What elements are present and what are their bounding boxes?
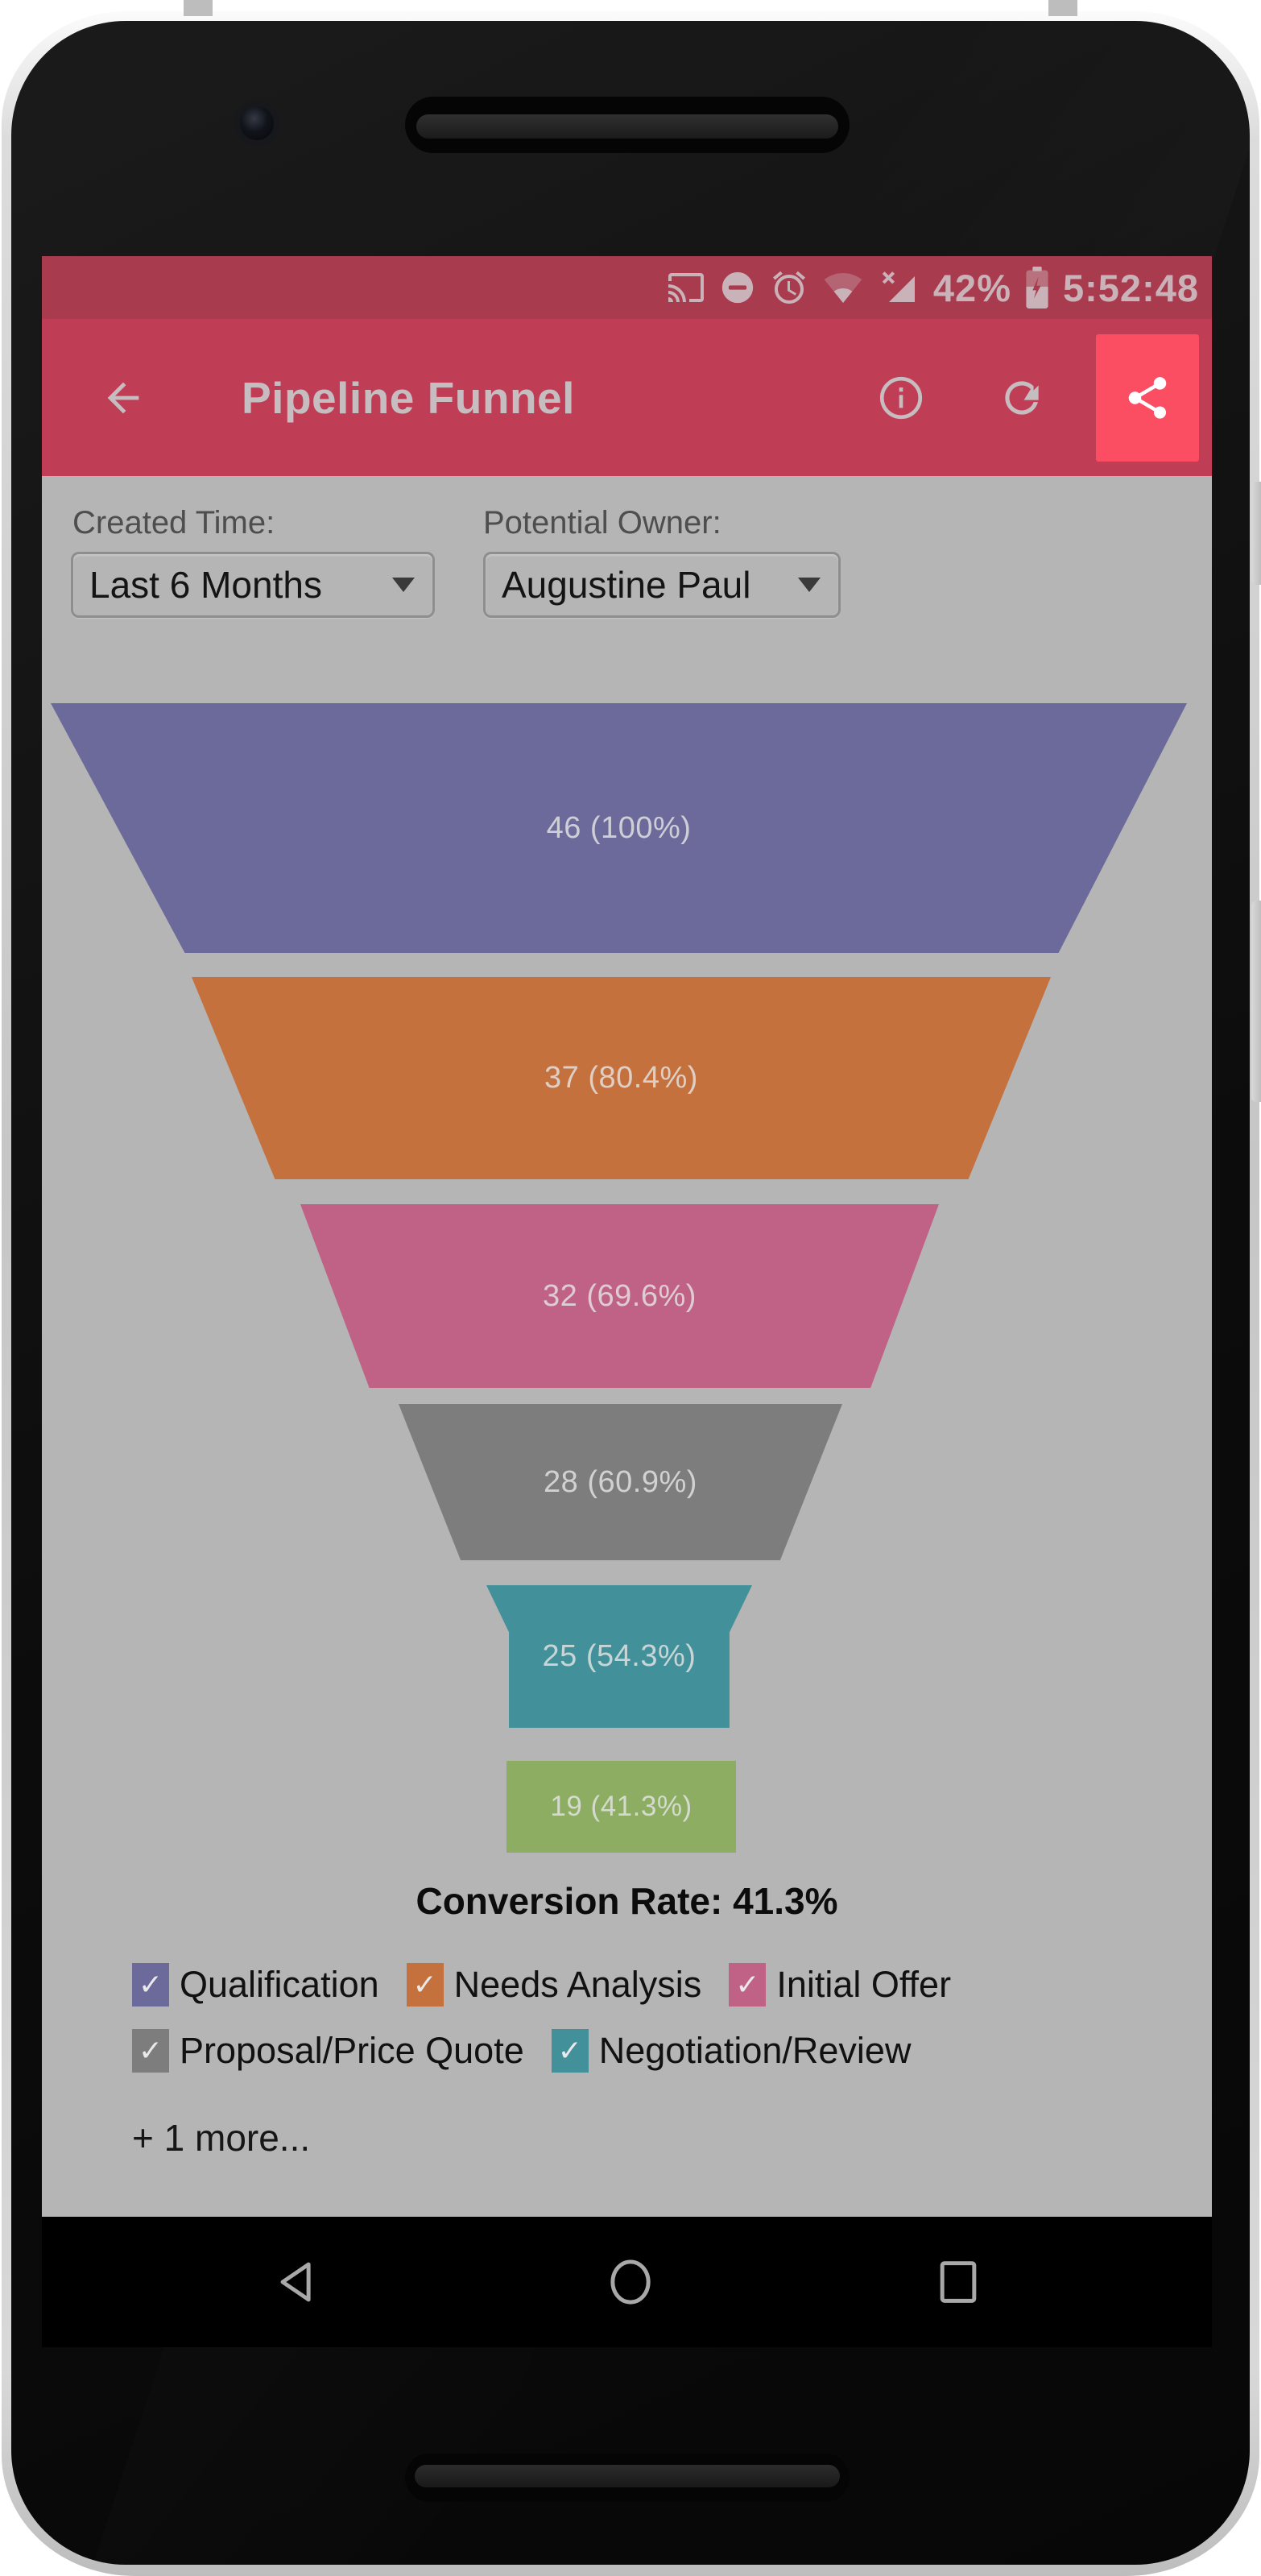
funnel-stage[interactable]: 46 (100%) — [51, 703, 1187, 953]
legend-more-link[interactable]: + 1 more... — [132, 2117, 311, 2159]
alarm-icon — [770, 268, 808, 307]
power-button — [1251, 901, 1261, 1102]
conversion-rate-text: Conversion Rate: 41.3% — [416, 1880, 838, 1922]
do-not-disturb-icon — [719, 269, 756, 306]
funnel-stage-label: 32 (69.6%) — [543, 1278, 697, 1313]
antenna-line — [184, 0, 213, 16]
clock-text: 5:52:48 — [1063, 266, 1199, 309]
funnel-stage-label: 46 (100%) — [546, 810, 692, 845]
funnel-stage[interactable]: 28 (60.9%) — [399, 1404, 842, 1560]
potential-owner-dropdown[interactable]: Augustine Paul — [483, 552, 841, 618]
legend-checkbox[interactable]: ✓ — [551, 2029, 589, 2073]
potential-owner-label: Potential Owner: — [483, 505, 721, 540]
info-icon[interactable] — [875, 373, 927, 423]
chevron-down-icon — [798, 578, 821, 592]
back-nav-icon[interactable] — [270, 2254, 326, 2310]
legend-label: Negotiation/Review — [598, 2030, 912, 2071]
home-nav-icon[interactable] — [602, 2254, 659, 2310]
legend-item[interactable]: ✓ Initial Offer — [729, 1963, 951, 2007]
front-camera — [234, 101, 279, 146]
funnel-stage-label: 19 (41.3%) — [550, 1791, 693, 1822]
created-time-value: Last 6 Months — [89, 564, 322, 606]
legend-item[interactable]: ✓ Negotiation/Review — [551, 2029, 912, 2073]
legend-item[interactable]: ✓ Needs Analysis — [406, 1963, 702, 2007]
funnel-stage[interactable]: 37 (80.4%) — [192, 977, 1051, 1179]
screen: 42% 5:52:48 Pipeline Funnel — [42, 256, 1212, 2347]
funnel-chart: 46 (100%) 37 (80.4%) 32 (69.6%) 28 (60.9%) 2… — [42, 476, 1212, 1878]
share-icon — [1128, 376, 1167, 419]
battery-percent-text: 42% — [932, 266, 1011, 309]
legend: ✓ Qualification ✓ Needs Analysis ✓ Initial Of… — [132, 1963, 1139, 2073]
created-time-label: Created Time: — [72, 505, 275, 540]
legend-item[interactable]: ✓ Proposal/Price Quote — [132, 2029, 524, 2073]
legend-label: Initial Offer — [776, 1964, 952, 2005]
refresh-icon[interactable] — [996, 373, 1048, 423]
page-title: Pipeline Funnel — [242, 372, 575, 423]
app-bar: Pipeline Funnel — [42, 319, 1212, 476]
legend-label: Proposal/Price Quote — [180, 2030, 524, 2071]
funnel-stage-label: 37 (80.4%) — [544, 1061, 698, 1095]
legend-checkbox[interactable]: ✓ — [132, 2029, 169, 2073]
bottom-speaker — [405, 2454, 850, 2502]
cast-icon — [667, 268, 705, 307]
funnel-stage[interactable]: 19 (41.3%) — [506, 1761, 736, 1853]
antenna-line — [1048, 0, 1077, 16]
earpiece-speaker — [405, 97, 850, 153]
battery-charging-icon — [1025, 267, 1049, 309]
created-time-dropdown[interactable]: Last 6 Months — [71, 552, 435, 618]
legend-checkbox[interactable]: ✓ — [132, 1963, 169, 2007]
legend-checkbox[interactable]: ✓ — [406, 1963, 444, 2007]
funnel-stage[interactable]: 25 (54.3%) — [486, 1585, 752, 1728]
legend-label: Needs Analysis — [453, 1964, 702, 2005]
legend-item[interactable]: ✓ Qualification — [132, 1963, 379, 2007]
back-arrow-icon[interactable] — [100, 375, 147, 421]
share-button[interactable] — [1096, 333, 1199, 462]
chevron-down-icon — [392, 578, 415, 592]
recents-nav-icon[interactable] — [930, 2254, 986, 2310]
cell-signal-no-network-icon — [878, 268, 920, 307]
potential-owner-value: Augustine Paul — [502, 564, 751, 606]
legend-label: Qualification — [180, 1964, 379, 2005]
wifi-icon — [822, 268, 864, 307]
funnel-stage-label: 25 (54.3%) — [542, 1639, 697, 1673]
status-bar: 42% 5:52:48 — [42, 256, 1212, 319]
funnel-stage[interactable]: 32 (69.6%) — [300, 1204, 939, 1388]
volume-button — [1251, 482, 1261, 585]
funnel-stage-label: 28 (60.9%) — [544, 1464, 697, 1499]
android-nav-bar — [42, 2217, 1212, 2347]
content-area: Created Time: Potential Owner: Last 6 Mo… — [42, 476, 1212, 2217]
legend-checkbox[interactable]: ✓ — [729, 1963, 767, 2007]
